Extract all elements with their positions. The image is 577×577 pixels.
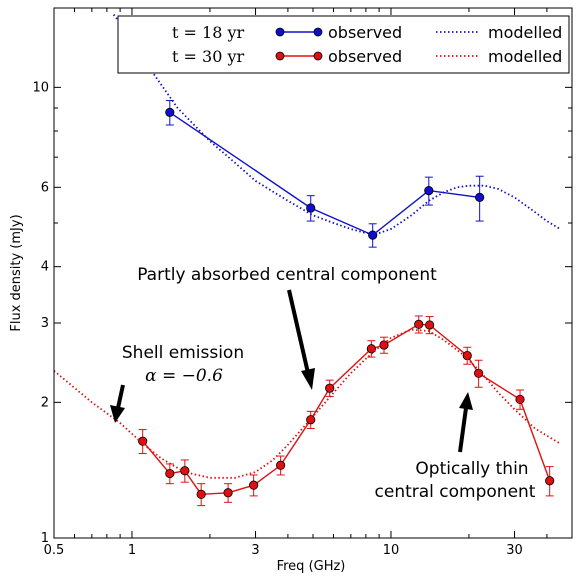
observed-30-point — [196, 489, 206, 499]
x-tick-label: 3 — [251, 543, 259, 558]
observed-18-point — [475, 192, 485, 202]
observed-30-point — [515, 394, 525, 405]
observed-30-point — [325, 383, 335, 393]
modelled-18-line — [112, 14, 561, 234]
y-tick-label: 1 — [41, 531, 49, 546]
legend-observed-18-marker-left — [275, 27, 285, 37]
arrow-partly-absorbed — [287, 289, 310, 374]
y-tick-label: 10 — [32, 80, 49, 95]
legend-observed-30-marker-right — [313, 51, 323, 61]
annotation-partly-absorbed: Partly absorbed central component — [137, 265, 437, 285]
arrow-optically-thin-head — [459, 392, 473, 410]
legend: t = 18 yr observed modelled t = 30 yr ob… — [117, 15, 570, 74]
observed-30-point — [223, 488, 233, 498]
legend-observed-18-marker-right — [313, 27, 323, 37]
observed-30-point — [366, 344, 376, 354]
observed-30-point — [306, 415, 316, 425]
annotation-alpha: α = −0.6 — [145, 366, 223, 386]
annotations: Partly absorbed central component Shell … — [110, 265, 536, 502]
y-tick-label: 2 — [41, 395, 49, 410]
observed-18-point — [368, 230, 378, 240]
observed-30-point — [414, 319, 424, 329]
observed-30-point — [379, 340, 389, 350]
x-tick-label: 0.5 — [44, 543, 65, 558]
arrow-optically-thin — [458, 407, 468, 453]
plot-area — [54, 14, 561, 507]
arrow-shell-emission-head — [110, 405, 125, 423]
observed-18-line — [169, 111, 480, 236]
annotation-shell-emission: Shell emission — [122, 343, 244, 363]
arrow-partly-absorbed-head — [301, 368, 315, 390]
legend-epoch-18: t = 18 yr — [172, 23, 244, 42]
legend-observed-30-marker-left — [275, 51, 285, 61]
observed-30-point — [545, 476, 555, 486]
annotation-thin-line2: central component — [375, 482, 536, 502]
y-tick-label: 4 — [41, 260, 49, 275]
legend-epoch-30: t = 30 yr — [172, 47, 244, 66]
observed-30-point — [249, 480, 259, 490]
annotation-thin-line1: Optically thin — [415, 459, 528, 479]
legend-modelled-18-label: modelled — [488, 23, 562, 42]
observed-30-point — [138, 436, 148, 446]
y-tick-label: 6 — [41, 180, 49, 195]
observed-30-point — [165, 468, 175, 479]
legend-observed-18-label: observed — [328, 23, 402, 42]
observed-30-point — [425, 320, 435, 330]
x-tick-label: 10 — [383, 543, 400, 558]
legend-modelled-30-label: modelled — [488, 47, 562, 66]
observed-30-point — [474, 368, 484, 378]
observed-18-point — [424, 186, 434, 196]
x-tick-label: 30 — [506, 543, 523, 558]
observed-18-point — [306, 203, 316, 213]
x-axis-label: Freq (GHz) — [277, 559, 346, 574]
x-tick-label: 1 — [128, 543, 136, 558]
observed-18-point — [165, 107, 175, 117]
y-axis-label: Flux density (mJy) — [9, 214, 24, 331]
y-tick-label: 3 — [41, 316, 49, 331]
observed-30-point — [276, 460, 286, 470]
arrow-shell-emission — [116, 384, 125, 409]
legend-observed-30-label: observed — [328, 47, 402, 66]
legend-box — [117, 15, 570, 74]
